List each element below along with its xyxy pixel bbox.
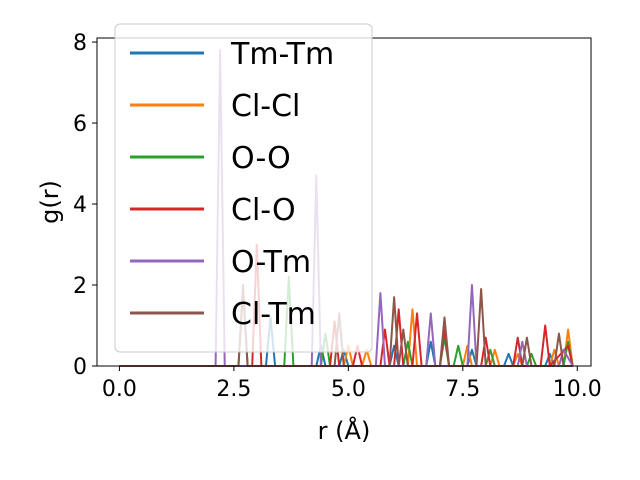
legend: Tm-Tm Cl-Cl O-O Cl-O O-Tm Cl-Tm bbox=[114, 23, 373, 353]
axis-layer: 0.0 2.5 5.0 7.5 10.0 0 2 4 6 8 bbox=[73, 31, 602, 402]
legend-label: Cl-Cl bbox=[231, 89, 300, 124]
legend-label: O-Tm bbox=[231, 245, 311, 280]
x-tick-label: 0.0 bbox=[102, 377, 137, 402]
x-tick-label: 5.0 bbox=[331, 377, 366, 402]
x-tick-label: 2.5 bbox=[216, 377, 251, 402]
y-tick-label: 4 bbox=[73, 193, 87, 218]
legend-label: O-O bbox=[231, 141, 291, 176]
legend-items: Tm-Tm Cl-Cl O-O Cl-O O-Tm Cl-Tm bbox=[130, 37, 334, 332]
legend-item: Tm-Tm bbox=[130, 37, 334, 72]
legend-item: Cl-O bbox=[130, 193, 296, 228]
legend-label: Cl-O bbox=[231, 193, 296, 228]
y-tick-label: 0 bbox=[73, 355, 87, 380]
y-tick-label: 2 bbox=[73, 274, 87, 299]
legend-item: Cl-Cl bbox=[130, 89, 300, 124]
legend-label: Cl-Tm bbox=[231, 297, 316, 332]
x-tick-label: 7.5 bbox=[445, 377, 480, 402]
x-tick-label: 10.0 bbox=[553, 377, 602, 402]
legend-item: Cl-Tm bbox=[130, 297, 316, 332]
x-axis-label: r (Å) bbox=[318, 416, 371, 445]
legend-item: O-O bbox=[130, 141, 291, 176]
y-tick-label: 8 bbox=[73, 31, 87, 56]
legend-label: Tm-Tm bbox=[230, 37, 334, 72]
y-axis-label: g(r) bbox=[36, 180, 64, 224]
y-tick-label: 6 bbox=[73, 112, 87, 137]
legend-item: O-Tm bbox=[130, 245, 311, 280]
